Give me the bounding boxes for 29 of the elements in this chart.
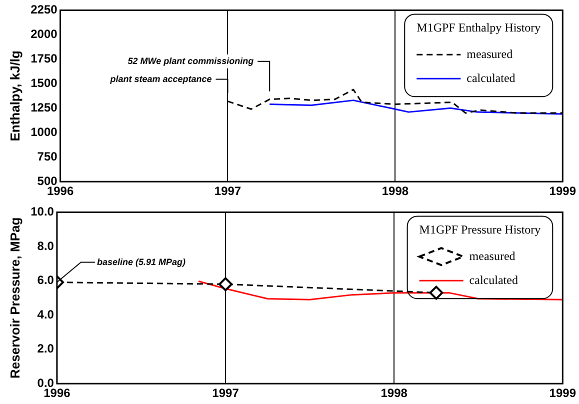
legend-label: calculated (466, 70, 516, 85)
y-tick-label: 1500 (30, 76, 58, 90)
annotation: baseline (5.91 MPag) (96, 256, 186, 267)
y-tick-label: 2000 (30, 27, 58, 41)
x-tick-label: 1998 (382, 184, 409, 198)
y-tick-label: 4.0 (37, 307, 54, 322)
y-axis-title: Reservoir Pressure, MPag (7, 217, 22, 378)
x-tick-label: 1999 (549, 184, 576, 198)
y-tick-label: 1750 (30, 51, 58, 66)
y-tick-label: 2250 (30, 2, 58, 17)
legend-label: measured (466, 46, 513, 61)
y-tick-label: 1000 (30, 124, 58, 139)
legend-title: M1GPF Pressure History (419, 222, 541, 236)
y-tick-label: 2.0 (37, 342, 54, 356)
legend-label: calculated (469, 272, 518, 287)
legend-title: M1GPF Enthalpy History (416, 20, 541, 34)
annotation: 52 MWe plant commissioning (128, 56, 254, 66)
x-tick-label: 1998 (380, 386, 408, 400)
y-tick-label: 750 (37, 149, 58, 164)
x-tick-label: 1997 (214, 184, 242, 198)
x-tick-label: 1997 (212, 386, 240, 400)
legend-label: measured (469, 248, 516, 263)
x-tick-label: 1999 (549, 386, 576, 400)
y-tick-label: 8.0 (37, 238, 54, 253)
y-tick-label: 6.0 (37, 273, 54, 288)
y-tick-label: 10.0 (30, 204, 54, 219)
y-tick-label: 1250 (30, 100, 58, 114)
annotation: plant steam acceptance (109, 74, 212, 84)
y-axis-title: Enthalpy, kJ/lg (7, 50, 22, 142)
